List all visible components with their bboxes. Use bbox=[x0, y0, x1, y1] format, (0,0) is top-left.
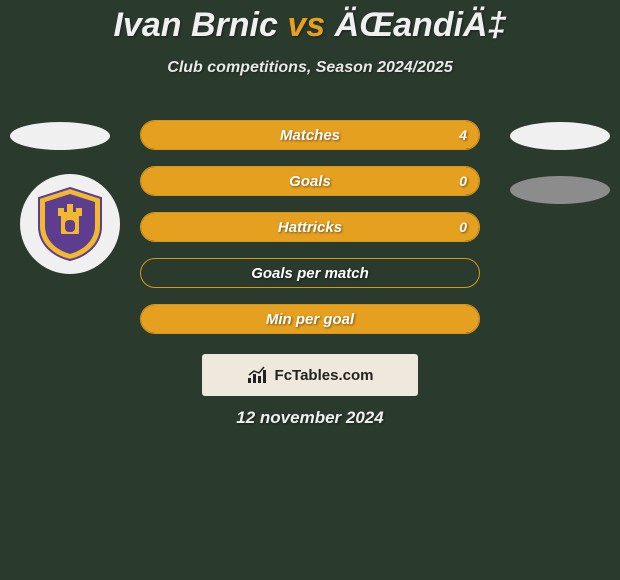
subtitle: Club competitions, Season 2024/2025 bbox=[0, 59, 620, 77]
stat-value: 0 bbox=[459, 213, 467, 241]
stat-row-hattricks: Hattricks 0 bbox=[140, 212, 480, 242]
title-vs: vs bbox=[287, 6, 325, 44]
club-badge bbox=[20, 174, 120, 274]
stat-label: Matches bbox=[141, 121, 479, 149]
bar-chart-icon bbox=[247, 366, 271, 384]
left-player-pill bbox=[10, 122, 110, 150]
stats-container: Matches 4 Goals 0 Hattricks 0 Goals per … bbox=[140, 120, 480, 350]
stat-label: Hattricks bbox=[141, 213, 479, 241]
page-title: Ivan Brnic vs ÄŒandiÄ‡ bbox=[0, 0, 620, 45]
date-label: 12 november 2024 bbox=[0, 408, 620, 428]
brand-label: FcTables.com bbox=[275, 367, 374, 384]
stat-row-goals-per-match: Goals per match bbox=[140, 258, 480, 288]
stat-value: 0 bbox=[459, 167, 467, 195]
brand-banner: FcTables.com bbox=[202, 354, 418, 396]
shield-icon bbox=[35, 186, 105, 262]
stat-value: 4 bbox=[459, 121, 467, 149]
right-player-pill bbox=[510, 122, 610, 150]
stat-label: Goals bbox=[141, 167, 479, 195]
title-player2: ÄŒandiÄ‡ bbox=[335, 6, 507, 44]
stat-label: Min per goal bbox=[141, 305, 479, 333]
stat-label: Goals per match bbox=[141, 259, 479, 287]
title-player1: Ivan Brnic bbox=[113, 6, 277, 44]
right-player-pill-2 bbox=[510, 176, 610, 204]
stat-row-goals: Goals 0 bbox=[140, 166, 480, 196]
stat-row-min-per-goal: Min per goal bbox=[140, 304, 480, 334]
stat-row-matches: Matches 4 bbox=[140, 120, 480, 150]
